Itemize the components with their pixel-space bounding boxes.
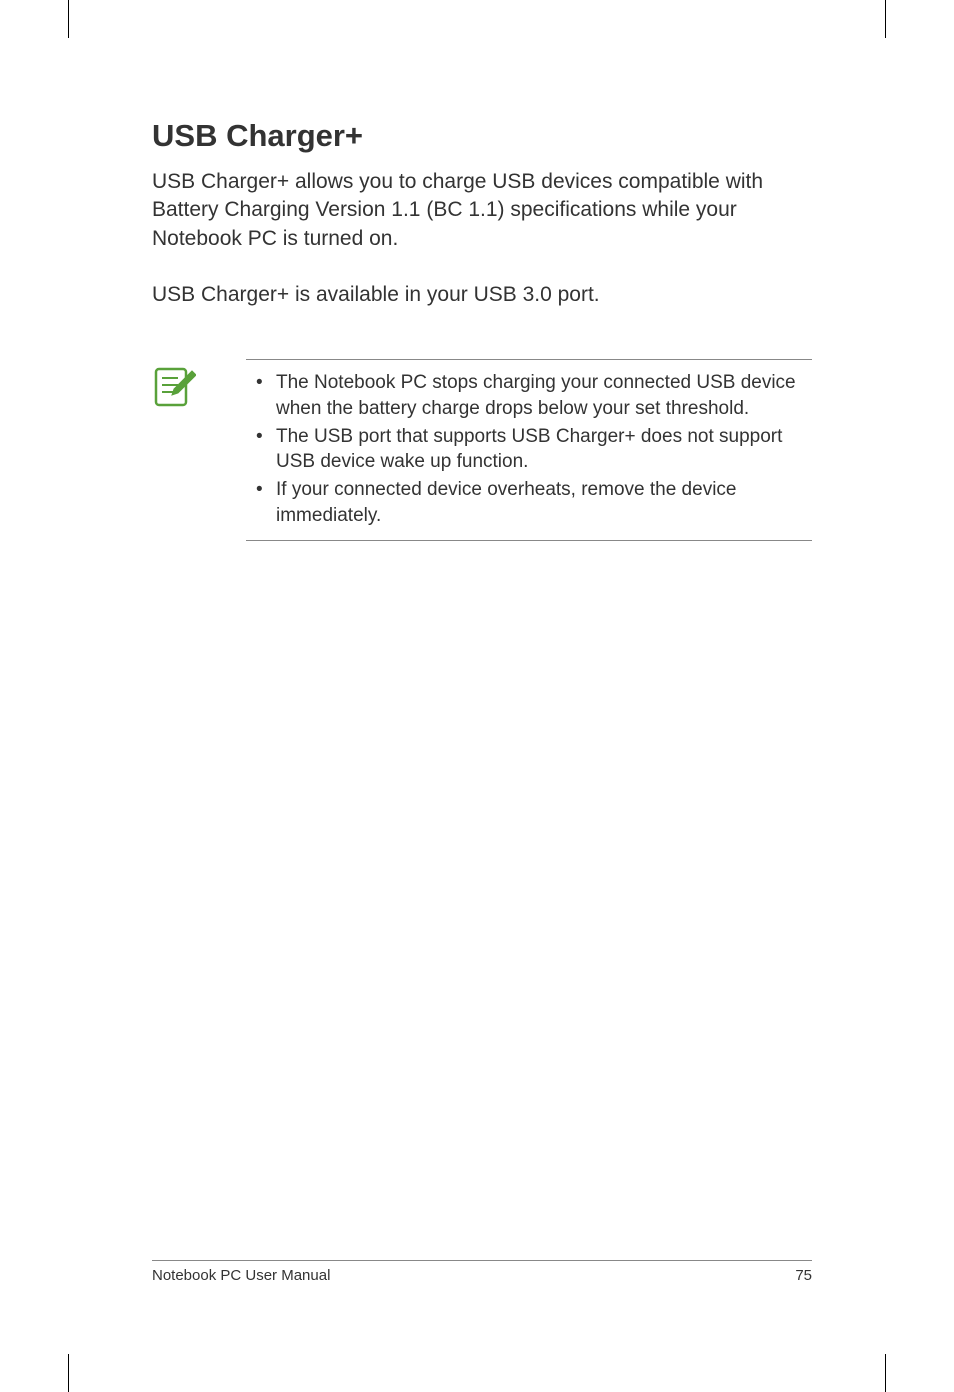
crop-mark — [68, 1354, 69, 1392]
section-heading: USB Charger+ — [152, 118, 812, 154]
footer-manual-title: Notebook PC User Manual — [152, 1267, 330, 1284]
notepad-pencil-icon — [152, 365, 196, 409]
footer-page-number: 75 — [795, 1267, 812, 1284]
note-list: • The Notebook PC stops charging your co… — [246, 370, 812, 528]
note-item: • The USB port that supports USB Charger… — [246, 424, 812, 475]
bullet-icon: • — [246, 477, 276, 528]
note-text: The Notebook PC stops charging your conn… — [276, 370, 812, 421]
bullet-icon: • — [246, 370, 276, 421]
crop-mark — [68, 0, 69, 38]
note-item: • If your connected device overheats, re… — [246, 477, 812, 528]
bullet-icon: • — [246, 424, 276, 475]
crop-mark — [885, 1354, 886, 1392]
body-paragraph-2: USB Charger+ is available in your USB 3.… — [152, 281, 812, 309]
page-footer: Notebook PC User Manual 75 — [152, 1260, 812, 1284]
crop-mark — [885, 0, 886, 38]
body-paragraph-1: USB Charger+ allows you to charge USB de… — [152, 168, 812, 253]
note-text: If your connected device overheats, remo… — [276, 477, 812, 528]
note-item: • The Notebook PC stops charging your co… — [246, 370, 812, 421]
note-text: The USB port that supports USB Charger+ … — [276, 424, 812, 475]
page-content: USB Charger+ USB Charger+ allows you to … — [152, 118, 812, 541]
note-section: • The Notebook PC stops charging your co… — [152, 359, 812, 541]
note-content: • The Notebook PC stops charging your co… — [246, 359, 812, 541]
